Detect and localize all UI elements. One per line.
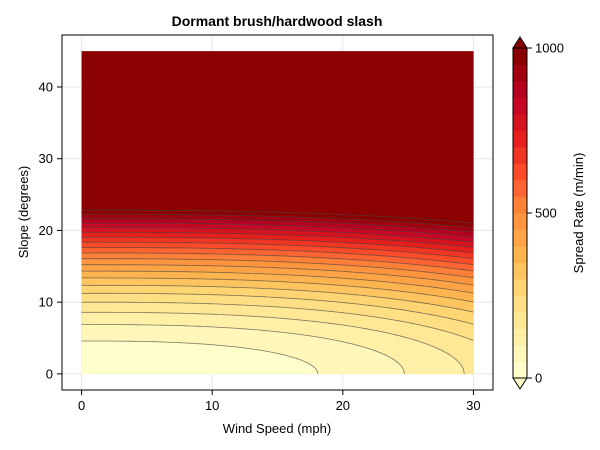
- contour-line: [81, 252, 474, 272]
- colorbar-band: [513, 295, 527, 313]
- colorbar-label: Spread Rate (m/min): [571, 153, 586, 274]
- colorbar-band: [513, 213, 527, 230]
- colorbar-band: [513, 279, 527, 296]
- y-axis: 0 10 20 30 40: [39, 79, 62, 381]
- x-axis: 0 10 20 30: [78, 390, 481, 413]
- contour-line: [81, 241, 474, 259]
- colorbar-band: [513, 180, 527, 197]
- x-tick-label: 30: [466, 398, 480, 413]
- plot-frame: [61, 34, 494, 391]
- y-axis-label: Slope (degrees): [16, 166, 31, 259]
- contour-line: [81, 227, 474, 243]
- colorbar-band: [513, 262, 527, 280]
- contour-line: [81, 236, 474, 254]
- colorbar-extend-bottom: [512, 377, 528, 390]
- contour-line: [81, 214, 474, 228]
- colorbar-band: [513, 328, 527, 346]
- y-tick-label: 0: [46, 366, 53, 381]
- contour-line: [81, 247, 474, 265]
- contour-line: [81, 270, 474, 294]
- x-axis-label: Wind Speed (mph): [223, 421, 331, 436]
- colorbar-band: [513, 229, 527, 247]
- colorbar-band: [513, 312, 527, 329]
- contour-line: [81, 340, 319, 374]
- colorbar-ticks: 0 500 1000: [527, 41, 564, 386]
- y-tick-label: 20: [39, 223, 53, 238]
- contour-line: [81, 324, 405, 374]
- contour-lines: [81, 209, 474, 374]
- contour-line: [81, 218, 474, 233]
- y-tick-label: 10: [39, 295, 53, 310]
- contour-line: [81, 231, 474, 248]
- contour-fill-image: [81, 51, 474, 375]
- y-tick-label: 40: [39, 79, 53, 94]
- contour-line: [81, 258, 474, 279]
- colorbar-band: [513, 97, 527, 115]
- x-tick-label: 0: [78, 398, 85, 413]
- contour-line: [81, 264, 474, 286]
- contour-line: [81, 284, 474, 313]
- contour-line: [81, 209, 474, 224]
- contour-line: [81, 292, 474, 325]
- colorbar-tick-label: 0: [535, 371, 542, 386]
- colorbar-band: [513, 130, 527, 148]
- contour-line: [81, 301, 474, 341]
- colorbar-band: [513, 64, 527, 82]
- contour-fill: [81, 51, 474, 375]
- contour-line: [81, 311, 465, 374]
- colorbar-band: [513, 361, 527, 379]
- colorbar-bands: [513, 48, 527, 379]
- colorbar-extend-top: [512, 36, 528, 49]
- colorbar-tick-label: 1000: [535, 41, 564, 56]
- contour-line: [81, 277, 474, 303]
- colorbar-tick-label: 500: [535, 206, 557, 221]
- x-tick-label: 20: [336, 398, 350, 413]
- colorbar-band: [513, 246, 527, 263]
- colorbar-band: [513, 345, 527, 362]
- x-tick-label: 10: [205, 398, 219, 413]
- colorbar: 0 500 1000 Spread Rate (m/min): [512, 36, 586, 390]
- colorbar-band: [513, 163, 527, 181]
- colorbar-band: [513, 196, 527, 214]
- contour-line: [81, 222, 474, 238]
- chart-title: Dormant brush/hardwood slash: [172, 13, 383, 29]
- colorbar-band: [513, 81, 527, 98]
- colorbar-band: [513, 114, 527, 131]
- colorbar-band: [513, 147, 527, 164]
- y-tick-label: 30: [39, 151, 53, 166]
- colorbar-band: [513, 48, 527, 65]
